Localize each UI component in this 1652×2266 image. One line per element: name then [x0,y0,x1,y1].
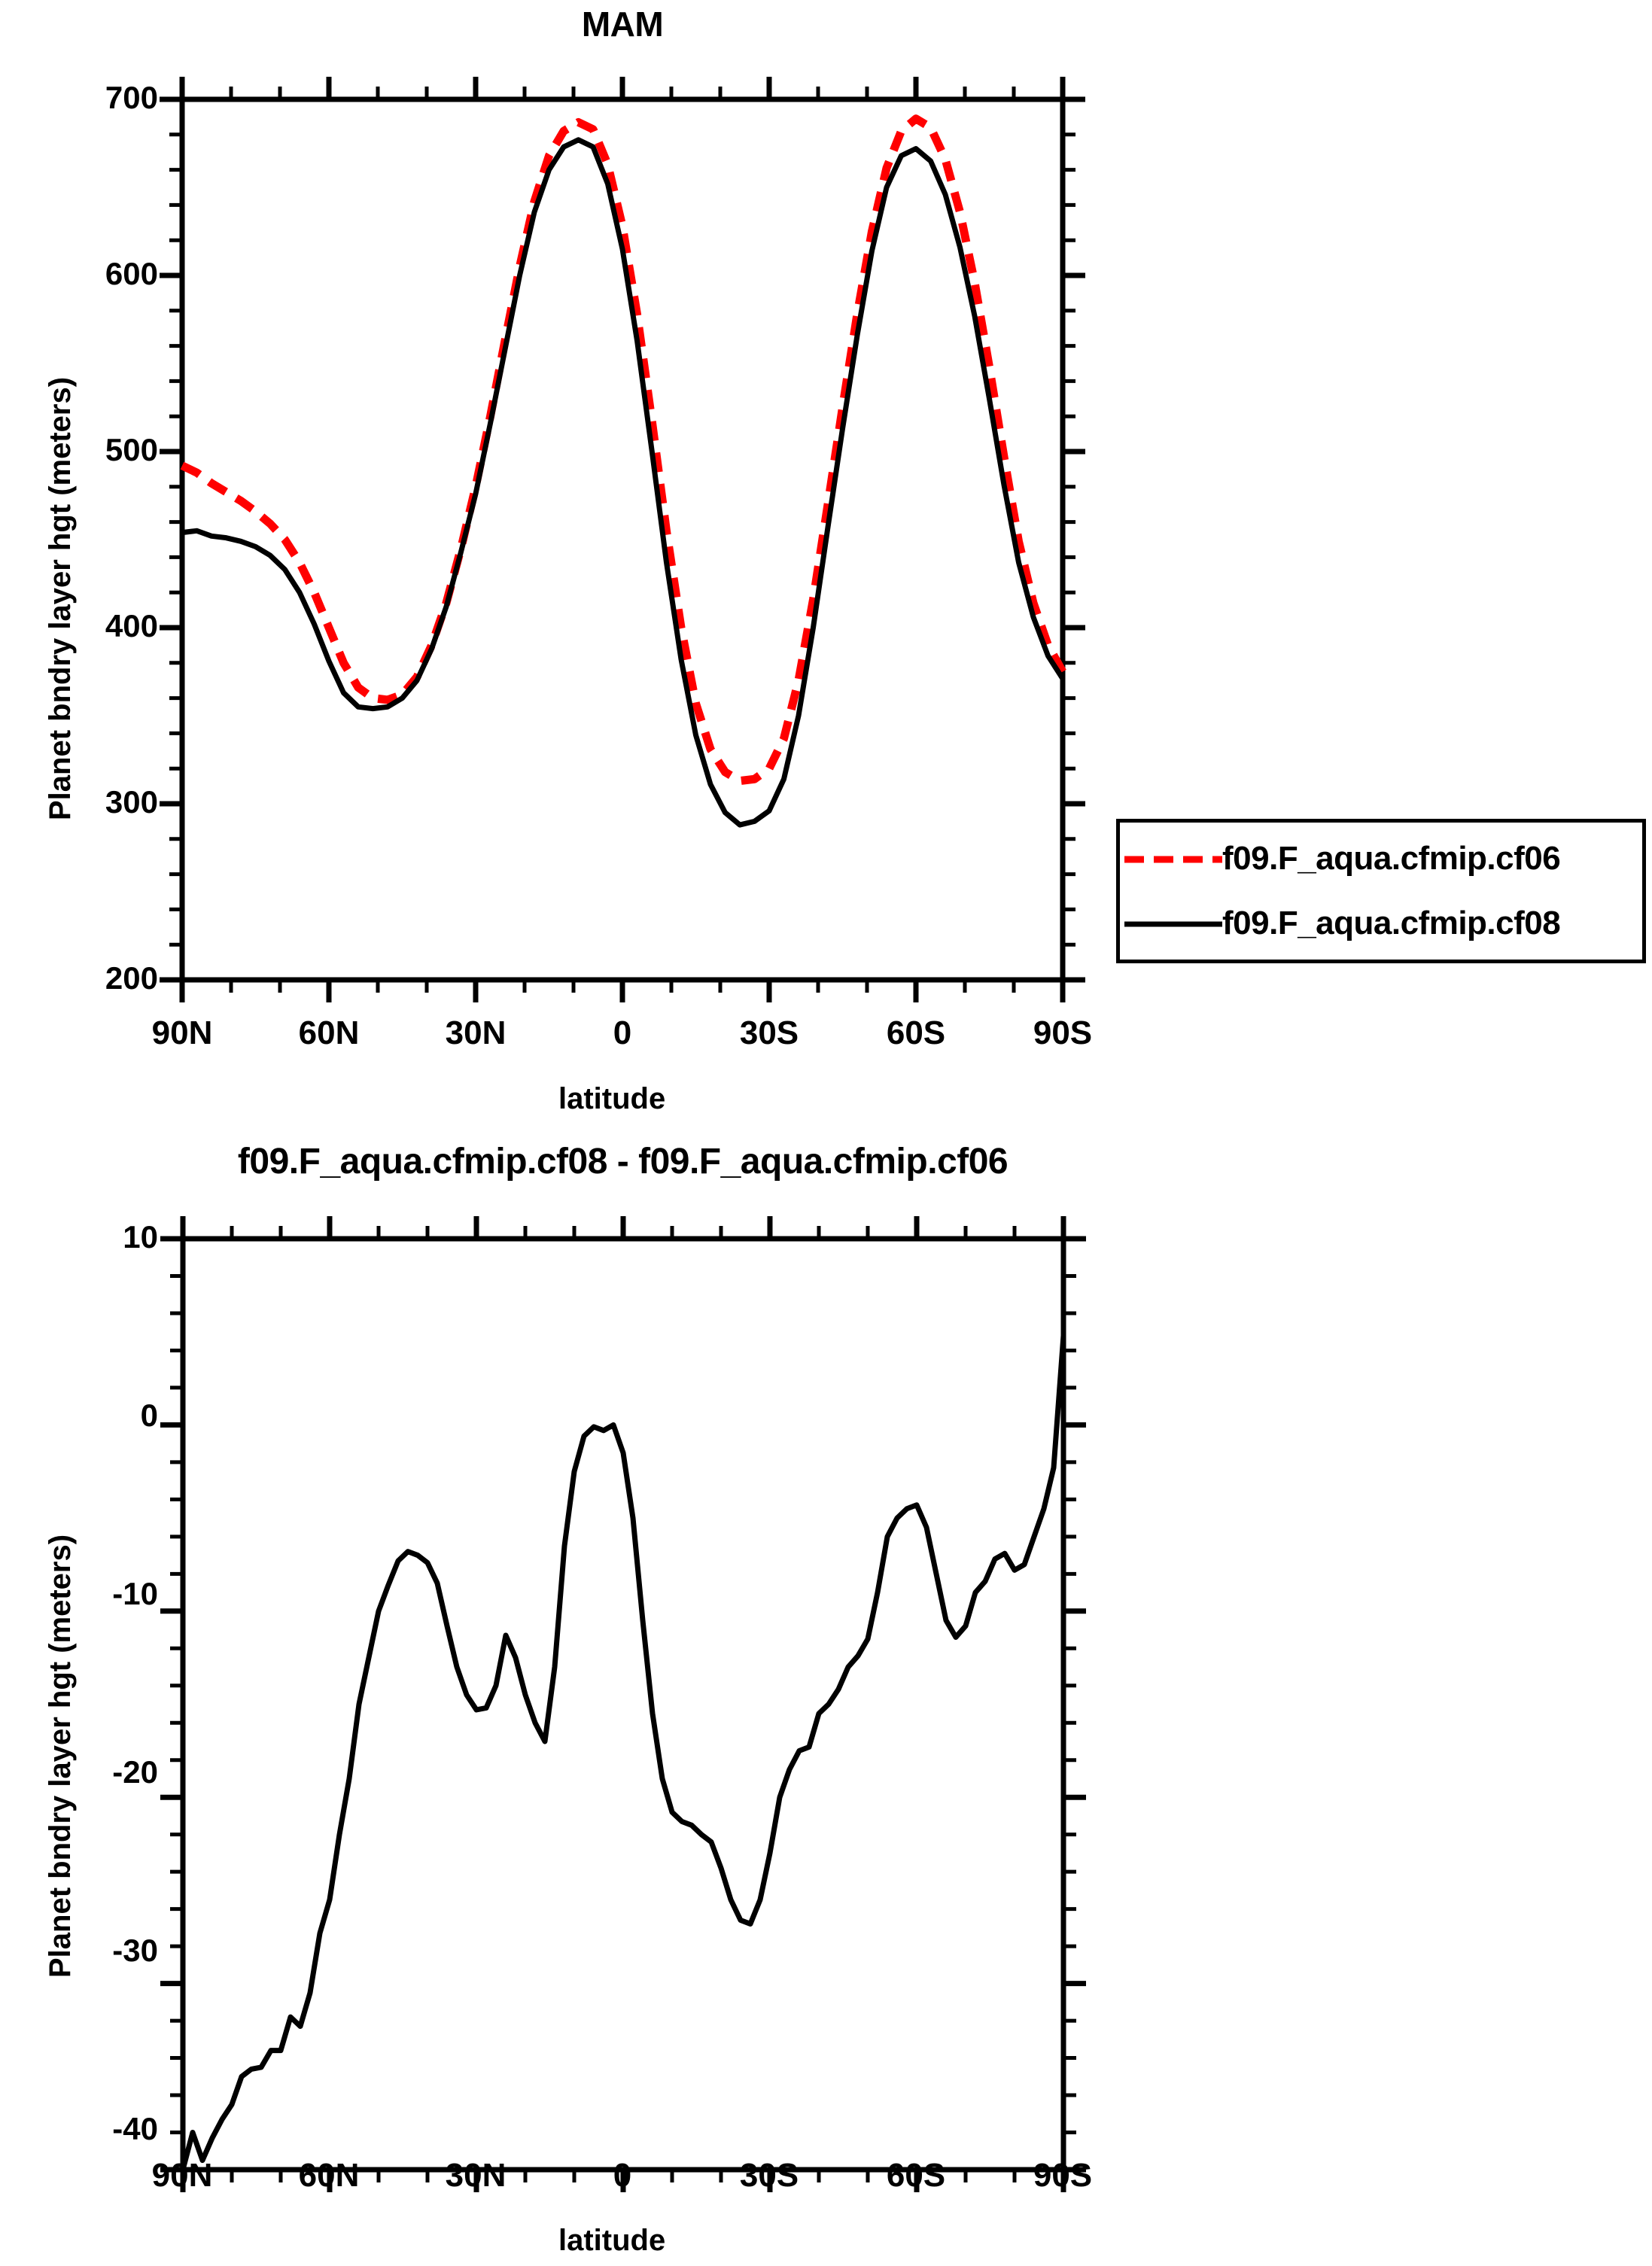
top-chart-x-axis-label: latitude [558,1082,666,1115]
top-chart-canvas [160,77,1085,1002]
top-xtick-60S: 60S [886,1014,946,1051]
top-chart-panel: MAM Planet bndry layer hgt (meters) lati… [44,5,1093,1115]
top-ytick-700: 700 [105,80,158,115]
bottom-ytick-0: 0 [140,1398,158,1433]
top-xtick-90N: 90N [151,1014,213,1051]
bottom-chart-panel: Planet bndry layer hgt (meters) latitude… [0,1129,1652,2266]
chart-legend: f09.F_aqua.cfmip.cf06 f09.F_aqua.cfmip.c… [1116,819,1646,963]
bottom-chart-title: f09.F_aqua.cfmip.cf08 - f09.F_aqua.cfmip… [237,1142,1009,1182]
series-line-0 [180,1335,1066,2170]
top-xtick-30S: 30S [739,1014,799,1051]
legend-label-cf08: f09.F_aqua.cfmip.cf08 [1222,905,1561,941]
bottom-ytick-neg20: -20 [112,1754,158,1790]
legend-line-sample-solid-icon [1124,919,1222,928]
series-line-0 [180,114,1066,786]
bottom-ytick-neg10: -10 [112,1576,158,1611]
top-ytick-200: 200 [105,960,158,996]
bottom-ytick-neg40: -40 [112,2111,158,2146]
top-chart-title: MAM [581,5,664,44]
bottom-chart-x-axis-label: latitude [558,2224,666,2257]
top-xtick-0: 0 [613,1014,632,1051]
bottom-ytick-neg30: -30 [112,1933,158,1968]
legend-item-cf08: f09.F_aqua.cfmip.cf08 [1120,887,1642,960]
top-xtick-60N: 60N [298,1014,360,1051]
legend-label-cf06: f09.F_aqua.cfmip.cf06 [1222,840,1561,877]
top-ytick-300: 300 [105,784,158,820]
legend-item-cf06: f09.F_aqua.cfmip.cf06 [1120,823,1642,895]
bottom-ytick-10: 10 [123,1219,158,1255]
bottom-chart-canvas [160,1216,1086,2192]
top-xtick-30N: 30N [445,1014,507,1051]
top-ytick-400: 400 [105,608,158,643]
series-line-1 [181,137,1065,828]
top-ytick-500: 500 [105,432,158,467]
top-ytick-600: 600 [105,256,158,291]
top-xtick-90S: 90S [1033,1014,1093,1051]
legend-line-sample-dashed-icon [1124,854,1222,863]
